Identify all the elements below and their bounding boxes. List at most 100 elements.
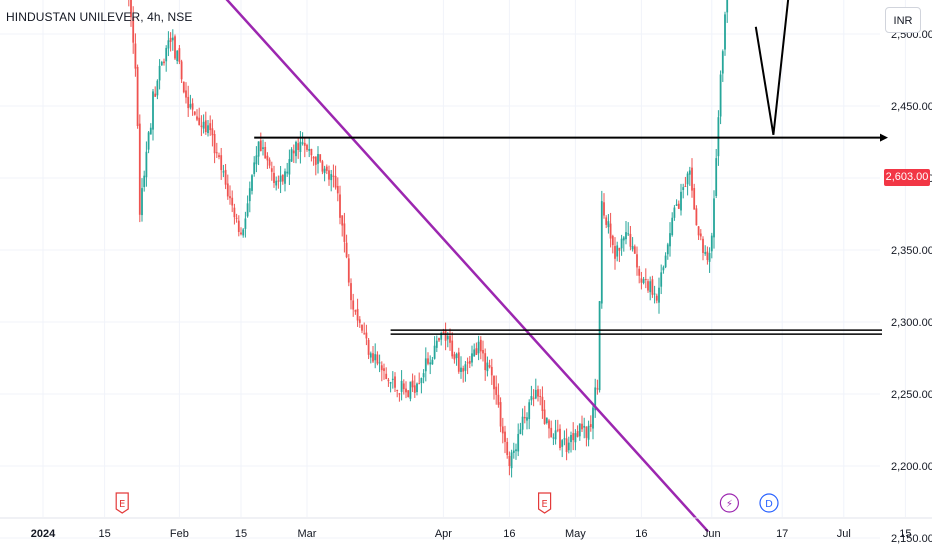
dividend-marker-label: D [765, 499, 773, 510]
price-tick-label: 2,300.00 [891, 317, 932, 329]
candle-body [253, 162, 256, 174]
candle-body [193, 111, 196, 115]
candle-body [334, 175, 337, 188]
candle-body [152, 91, 154, 130]
candle-body [167, 40, 170, 49]
candle-body [378, 362, 381, 364]
candle-body [257, 141, 260, 157]
candle-body [479, 339, 482, 352]
earnings-marker[interactable] [115, 492, 129, 514]
candle-body [303, 142, 306, 146]
currency-button[interactable]: INR [885, 7, 921, 33]
event-markers[interactable]: EE⚡DE [115, 492, 932, 514]
split-marker[interactable] [719, 493, 740, 513]
candle-body [495, 386, 498, 395]
projection-arrow[interactable] [754, 0, 818, 135]
trendline[interactable] [43, 0, 709, 533]
earnings-marker[interactable] [538, 492, 552, 514]
candle-body [211, 128, 214, 136]
candle-body [710, 235, 713, 252]
candle-body [180, 61, 183, 80]
candle-body [176, 50, 179, 62]
candle-body [290, 149, 293, 162]
drawing-annotations[interactable] [43, 0, 888, 533]
candle-body [713, 198, 715, 238]
candle-body [284, 171, 286, 184]
candle-body [218, 155, 220, 157]
candle-body [559, 428, 561, 448]
candle-body [541, 396, 544, 412]
candle-body [134, 43, 137, 69]
candle-body [198, 117, 201, 126]
candle-body [398, 393, 401, 395]
candle-body [171, 37, 174, 41]
time-axis[interactable]: 2024 15 Feb 15 Mar Apr 16 May 16 Jun 17 Jul 15 [0, 517, 932, 540]
candle-body [295, 141, 297, 157]
dividend-marker[interactable] [759, 493, 779, 513]
candle-body [310, 148, 313, 156]
candle-body [605, 217, 608, 225]
candle-body [616, 245, 619, 257]
candle-body [270, 168, 273, 172]
candle-body [400, 380, 403, 392]
candle-body [213, 134, 216, 154]
candle-body [246, 203, 249, 217]
candle-body [664, 255, 667, 268]
candle-body [688, 170, 691, 175]
candle-body [189, 104, 192, 108]
candle-body [255, 155, 258, 165]
candle-body [394, 376, 396, 388]
candle-body [528, 402, 531, 419]
candle-body [693, 188, 696, 210]
candle-body [453, 354, 456, 360]
candle-body [158, 65, 161, 81]
split-marker-label: ⚡ [726, 499, 733, 510]
candle-body [163, 61, 165, 64]
candle-body [644, 279, 647, 281]
candle-body [510, 452, 513, 469]
candle-body [141, 188, 143, 216]
candle-body [314, 156, 317, 165]
candle-body [534, 389, 537, 399]
candle-body [343, 223, 346, 242]
candle-body [383, 368, 385, 371]
candle-body [174, 36, 176, 59]
candle-body [464, 364, 467, 371]
candle-body [358, 319, 361, 323]
candle-body [200, 125, 203, 127]
symbol-title[interactable]: HINDUSTAN UNILEVER, 4h, NSE [6, 10, 193, 24]
candle-body [416, 383, 418, 393]
candle-body [539, 395, 542, 397]
candle-body [662, 267, 665, 271]
time-tick-label: 15 [235, 528, 247, 540]
candle-body [323, 168, 326, 174]
candle-body [341, 215, 344, 226]
candle-body [673, 207, 676, 218]
time-tick-label: May [565, 528, 586, 540]
candle-body [471, 353, 473, 363]
candle-body [207, 125, 209, 134]
candle-body [306, 144, 308, 150]
price-axis[interactable]: 2,150.00 2,200.00 2,250.00 2,300.00 2,350.00… [891, 0, 932, 545]
candle-body [277, 180, 280, 182]
candle-body [328, 170, 330, 180]
candle-body [484, 353, 487, 371]
candle-body [411, 380, 414, 388]
candle-body [653, 293, 656, 295]
candle-body [286, 171, 289, 174]
time-tick-label: Jun [703, 528, 721, 540]
candle-body [154, 93, 157, 97]
candle-body [420, 377, 423, 384]
candle-body [345, 242, 348, 258]
candle-body [240, 232, 242, 235]
candle-body [708, 253, 711, 262]
candle-body [581, 423, 583, 430]
candle-body [548, 420, 550, 429]
candle-body [156, 80, 159, 96]
time-tick-label: 16 [503, 528, 515, 540]
candle-body [438, 338, 440, 341]
candle-body [281, 174, 284, 182]
candle-body [367, 339, 370, 355]
candle-body [598, 301, 601, 391]
